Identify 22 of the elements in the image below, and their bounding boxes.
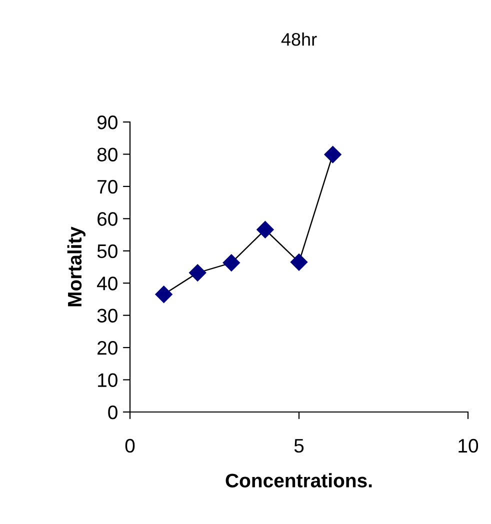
- y-tick-label: 80: [97, 148, 118, 162]
- chart-title: 48hr: [281, 32, 317, 46]
- y-tick-label: 20: [98, 341, 118, 355]
- point: [256, 221, 274, 238]
- y-axis-title: Mortality: [67, 226, 86, 306]
- y-tick-label: 50: [97, 244, 118, 258]
- x-tick-label: 5: [294, 439, 304, 453]
- y-tick-label: 40: [97, 276, 118, 290]
- y-tick-label: 10: [98, 373, 118, 388]
- y-tick-label: 60: [98, 212, 118, 226]
- point: [189, 264, 206, 282]
- y-tick-label: 70: [98, 180, 118, 194]
- y-tick-label: 90: [97, 115, 118, 130]
- y-tick-label: 30: [97, 308, 118, 323]
- point: [155, 286, 172, 303]
- x-axis-title: Concentrations.: [226, 473, 372, 488]
- y-tick-label: 0: [108, 405, 118, 420]
- point: [290, 254, 308, 271]
- point: [222, 254, 240, 272]
- x-tick-label: 10: [458, 438, 478, 453]
- x-tick-label: 0: [125, 438, 135, 453]
- point: [324, 146, 342, 164]
